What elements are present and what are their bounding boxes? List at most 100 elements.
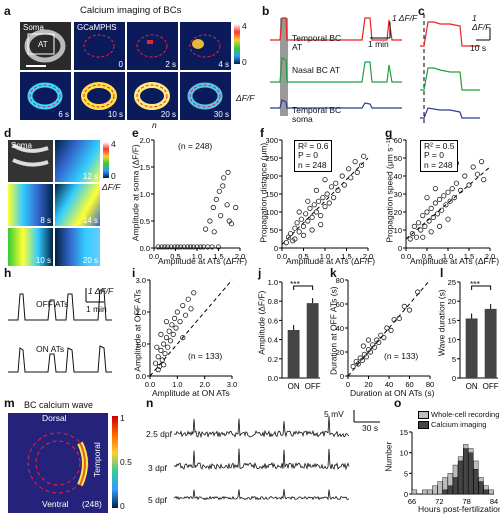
- scatter-point: [158, 331, 164, 338]
- panel-b-trace-temporal: Temporal BC AT: [292, 33, 342, 53]
- panel-f-stat-n: n = 248: [298, 159, 327, 170]
- y-tick-label: 0.0: [268, 374, 278, 383]
- scatter-point: [376, 339, 382, 346]
- scatter-point: [424, 194, 430, 201]
- panel-m-temporal: Temporal: [91, 442, 102, 478]
- scatter-point: [333, 180, 339, 186]
- scatter-point: [470, 164, 476, 170]
- scatter-point: [213, 196, 219, 203]
- x-tick-label: 66: [408, 497, 416, 506]
- x-tick-label: 3.0: [227, 380, 237, 389]
- panel-i-n: (n = 133): [188, 351, 223, 361]
- panel-c-traces: [420, 14, 491, 124]
- scatter-point: [415, 289, 421, 295]
- scatter-point: [420, 213, 426, 219]
- histogram-bar: [422, 489, 428, 495]
- panel-a-tile-20s-art: [134, 82, 170, 110]
- y-tick-label: 5: [452, 355, 456, 364]
- scatter-point: [154, 344, 160, 350]
- panel-i-ylabel: Amplitude at OFF ATs: [132, 289, 143, 372]
- panel-o-ylabel: Number: [383, 441, 394, 472]
- scatter-point: [303, 211, 309, 217]
- histogram-bar: [447, 485, 453, 495]
- panel-a-colorbar: [234, 24, 240, 64]
- scatter-point: [172, 244, 178, 250]
- panel-o-legend-swatch-1: [418, 411, 429, 419]
- histogram-bar: [473, 468, 479, 495]
- scatter-point: [352, 158, 358, 165]
- panel-h-letter: h: [4, 266, 12, 280]
- scatter-point: [207, 218, 213, 224]
- panel-e-xlabel: Amplitude at ATs (ΔF/F): [158, 256, 248, 266]
- panel-e-ylabel: Amplitude at soma (ΔF/F): [130, 144, 141, 242]
- panel-k-ylabel: Duration at OFF ATs (s): [328, 286, 339, 375]
- scatter-point: [159, 357, 165, 363]
- bar-category-label: OFF: [483, 382, 499, 391]
- scatter-point: [215, 244, 222, 250]
- panel-a-at-label: AT: [38, 40, 48, 49]
- scatter-point: [182, 312, 189, 318]
- panel-n-scale-x: 30 s: [362, 423, 379, 433]
- panel-m-letter: m: [4, 396, 15, 410]
- y-tick-label: 60: [394, 136, 402, 145]
- scatter-point: [163, 334, 170, 341]
- scatter-point: [432, 200, 439, 206]
- y-tick-label: 0.4: [268, 336, 278, 345]
- panel-m-ventral: Ventral: [42, 499, 69, 509]
- x-tick-label: 2.0: [485, 252, 495, 261]
- x-tick-label: 78: [462, 497, 470, 506]
- x-tick-label: 0.0: [401, 252, 411, 261]
- scatter-point: [458, 187, 464, 194]
- panel-a-time-0: 0: [118, 60, 123, 69]
- scatter-point: [305, 218, 311, 224]
- y-tick-label: 0.0: [136, 372, 146, 381]
- scatter-point: [462, 173, 468, 179]
- panel-d-tile-20s: 20 s: [55, 228, 100, 266]
- scatter-point: [409, 231, 415, 237]
- scatter-point: [378, 332, 384, 338]
- panel-l-letter: l: [440, 266, 444, 280]
- panel-g-stat-n: n = 248: [424, 159, 453, 170]
- panel-a-letter: a: [4, 4, 11, 18]
- scatter-point: [348, 175, 354, 181]
- y-tick-label: 50: [270, 226, 278, 235]
- panel-d-time-12s: 12 s: [82, 172, 98, 181]
- scatter-point: [224, 202, 230, 208]
- panel-a-tile-0-art: [83, 34, 115, 58]
- scatter-point: [305, 198, 311, 204]
- panel-m-nasal: Nasal: [0, 451, 11, 474]
- panel-d-colorbar: [103, 142, 109, 178]
- scatter-point: [359, 357, 365, 364]
- panel-b-trace-nasal: Nasal BC AT: [292, 65, 341, 75]
- scatter-point: [203, 226, 209, 232]
- scatter-point: [439, 207, 445, 213]
- panel-d-tile-14s: 14 s: [55, 184, 100, 226]
- scatter-point: [292, 225, 298, 231]
- scatter-point: [436, 196, 443, 203]
- panel-a-tile-20s: 20 s: [127, 72, 178, 120]
- scatter-point: [447, 198, 453, 204]
- panel-g-stat-p: P = 0: [424, 150, 444, 161]
- scatter-point: [190, 244, 197, 250]
- scatter-point: [481, 176, 487, 183]
- x-tick-label: 0.5: [170, 252, 180, 261]
- y-tick-label: 200: [265, 172, 278, 181]
- scatter-point: [350, 363, 356, 370]
- histogram-bar: [411, 489, 418, 495]
- scatter-point: [163, 318, 170, 325]
- scatter-point: [436, 223, 443, 230]
- scatter-point: [396, 315, 402, 322]
- scatter-point: [165, 344, 171, 350]
- panel-a-n-label: n: [152, 120, 157, 130]
- panel-d-cbar-min: 0: [111, 171, 116, 181]
- y-tick-label: 150: [265, 190, 278, 199]
- panel-k-chart: 0 20 40 60 80 0 20 40 60 80: [336, 276, 435, 389]
- y-tick-label: 3.0: [136, 276, 146, 285]
- y-tick-label: 80: [336, 276, 344, 285]
- x-tick-label: 0: [346, 380, 350, 389]
- scatter-point: [296, 229, 302, 235]
- scatter-point: [426, 218, 432, 224]
- y-tick-label: 0.6: [268, 316, 278, 325]
- panel-b-scale-y: 1 ΔF/F: [392, 13, 418, 23]
- scatter-point: [335, 187, 341, 194]
